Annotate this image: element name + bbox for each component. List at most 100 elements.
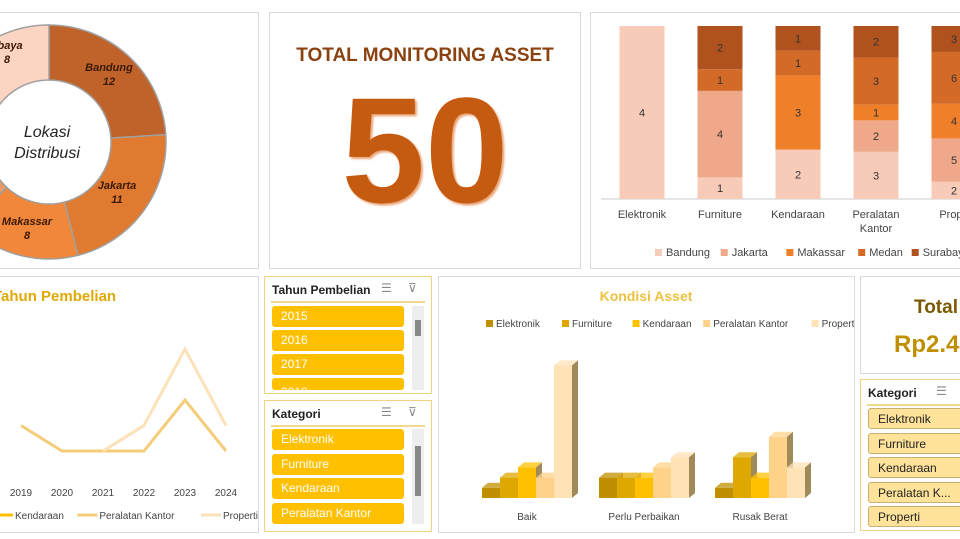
total-asset-card: TOTAL MONITORING ASSET 50: [269, 12, 581, 269]
stacked-bar-panel: 4 Elektronik 1 4 1 2 Furniture 2 3 1 1 Kendaraan 3 2 1…: [590, 12, 960, 269]
bar-side: [805, 462, 811, 498]
x-tick-label: 2021: [92, 488, 115, 499]
bar-segment: [853, 57, 899, 105]
bar: [671, 457, 689, 498]
donut-panel: abaya 8 Bandung 12 Jakarta 11 Makassar 8 Lokasi D…: [0, 12, 259, 269]
scroll-thumb[interactable]: [415, 446, 421, 496]
bar: [769, 436, 787, 498]
donut-value: 12: [103, 76, 115, 88]
bar-segment: [775, 50, 821, 76]
bar-segment: [853, 120, 899, 152]
divider: [271, 301, 425, 303]
x-tick-label: 2019: [10, 488, 33, 499]
bar-top: [518, 462, 542, 468]
multi-select-icon[interactable]: ☰: [936, 384, 947, 398]
donut-value: 8: [24, 230, 31, 242]
x-tick-label: Prope: [939, 209, 960, 221]
scroll-thumb[interactable]: [415, 320, 421, 336]
slicer-title: Kategori: [272, 407, 321, 421]
divider: [271, 425, 425, 427]
slicer-kategori: Kategori ☰ ⊽ Elektronik Furniture Kendar…: [264, 400, 432, 532]
total-asset-value: 50: [341, 66, 509, 234]
legend-label: Kendaraan: [643, 319, 692, 330]
x-tick-label: Baik: [517, 512, 537, 523]
slicer-item[interactable]: 2018: [272, 378, 404, 390]
donut-slice-medan: [0, 178, 8, 196]
bar-segment: [775, 75, 821, 150]
bar-top: [671, 452, 695, 458]
scrollbar[interactable]: [412, 429, 424, 524]
slicer-item[interactable]: Peralatan Kantor: [272, 503, 404, 524]
bar-data-label: 1: [795, 58, 801, 70]
bar-segment: [931, 51, 960, 104]
slicer-item[interactable]: Elektronik: [868, 408, 960, 429]
slicer-item[interactable]: Elektronik: [272, 429, 404, 450]
bar: [733, 457, 751, 498]
donut-slice-bandung: [48, 24, 167, 139]
bar-segment: [853, 104, 899, 121]
bar-segment: [697, 26, 743, 70]
bar: [599, 477, 617, 498]
legend-label: Elektronik: [496, 319, 541, 330]
bar-segment: [853, 26, 899, 58]
legend-label: Kendaraan: [15, 511, 64, 522]
donut-value: 8: [4, 54, 11, 66]
bar-segment: [697, 69, 743, 91]
x-tick-label: 2020: [51, 488, 74, 499]
legend-label: Bandung: [666, 247, 710, 259]
bar-segment: [853, 151, 899, 199]
slicer-item[interactable]: 2016: [272, 330, 404, 351]
series-line-peralatan-kantor: [20, 397, 228, 453]
slicer-item[interactable]: Kendaraan: [272, 478, 404, 499]
donut-chart: abaya 8 Bandung 12 Jakarta 11 Makassar 8 Lokasi D…: [0, 24, 167, 260]
bar: [482, 487, 500, 498]
legend-label: Furniture: [572, 319, 612, 330]
legend-swatch: [655, 249, 662, 256]
bar-segment: [775, 149, 821, 199]
bar-segment: [697, 177, 743, 199]
multi-select-icon[interactable]: ☰: [381, 281, 392, 295]
bar: [500, 477, 518, 498]
slicer-item[interactable]: 2015: [272, 306, 404, 327]
total-asset-title: TOTAL MONITORING ASSET: [296, 45, 554, 66]
bar-data-label: 3: [873, 76, 879, 88]
bar-data-label: 2: [717, 43, 723, 55]
donut-center-label: Lokasi: [24, 124, 71, 141]
bar-data-label: 2: [951, 185, 957, 197]
slicer-item[interactable]: Peralatan K...: [868, 482, 960, 503]
bar-data-label: 3: [951, 34, 957, 46]
legend-label: Properti: [223, 511, 258, 522]
slicer-item[interactable]: Furniture: [272, 454, 404, 475]
bar-data-label: 1: [717, 183, 723, 195]
slicer-item[interactable]: Furniture: [868, 433, 960, 454]
bar: [653, 467, 671, 498]
scrollbar[interactable]: [412, 306, 424, 390]
bar-segment: [775, 26, 821, 51]
x-tick-label: Peralatan: [852, 209, 899, 221]
legend-swatch: [811, 320, 819, 327]
donut-slice-makassar: [0, 186, 80, 260]
bar-data-label: 4: [717, 129, 723, 141]
legend-swatch: [720, 249, 728, 256]
bar: [554, 365, 572, 498]
chart-title: Kondisi Asset: [600, 288, 693, 304]
slicer-kategori-right: Kategori ☰ Elektronik Furniture Kendaraa…: [860, 379, 960, 531]
multi-select-icon[interactable]: ☰: [381, 405, 392, 419]
clear-filter-icon[interactable]: ⊽: [408, 281, 417, 295]
slicer-item[interactable]: Kendaraan: [868, 457, 960, 478]
legend-swatch: [858, 249, 866, 256]
clear-filter-icon[interactable]: ⊽: [408, 405, 417, 419]
donut-value: 11: [111, 194, 122, 206]
bar-top: [599, 472, 623, 478]
donut-label: Makassar: [2, 216, 53, 228]
legend-label: Peralatan Kantor: [99, 511, 175, 522]
x-tick-label: 2022: [133, 488, 156, 499]
donut-label: abaya: [0, 40, 23, 52]
bar-data-label: 2: [873, 37, 879, 49]
x-tick-label: 2024: [215, 488, 238, 499]
slicer-title: Tahun Pembelian: [272, 283, 371, 297]
slicer-item[interactable]: 2017: [272, 354, 404, 375]
bar-data-label: 4: [639, 108, 645, 120]
slicer-item[interactable]: Properti: [868, 506, 960, 527]
legend-swatch: [486, 320, 493, 327]
